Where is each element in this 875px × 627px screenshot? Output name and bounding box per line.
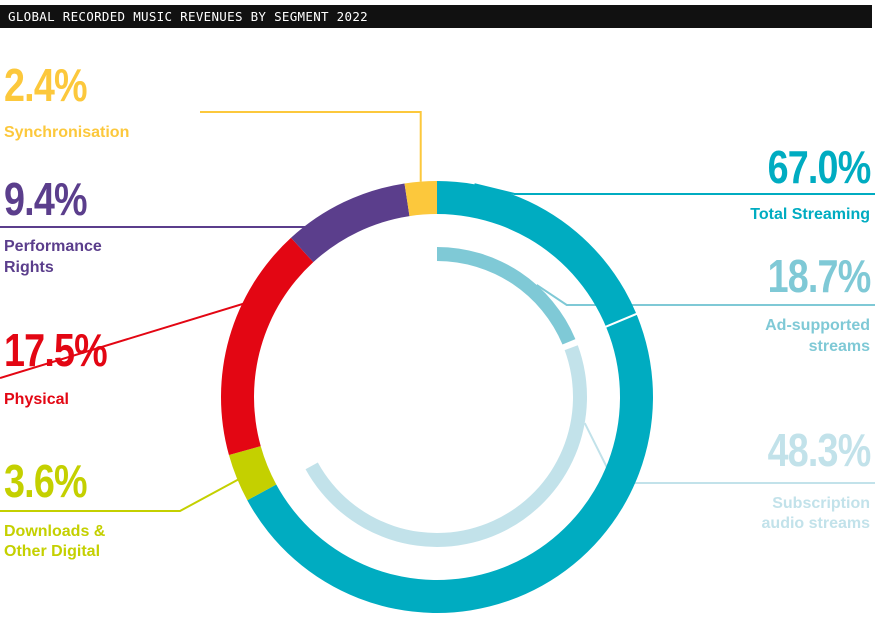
ad-supported-label-line2: streams — [808, 338, 870, 355]
sync-pct: 2.4% — [4, 59, 88, 111]
inner-ring — [305, 247, 588, 548]
leader-downloads — [0, 471, 253, 512]
ad-supported-pct: 18.7% — [767, 250, 871, 302]
leader-synchronisation — [200, 111, 422, 182]
streaming-divider — [604, 312, 638, 328]
segment-synchronisation — [404, 181, 437, 217]
streaming-label: Total Streaming — [750, 206, 870, 223]
inner-segment-ad-supported-streams — [437, 247, 576, 345]
physical-label: Physical — [4, 391, 69, 408]
segment-performance-rights — [291, 183, 410, 263]
physical-pct: 17.5% — [4, 324, 108, 376]
sync-label: Synchronisation — [4, 124, 130, 141]
inner-segment-subscription-audio-streams — [305, 345, 588, 548]
subscription-label-line2: audio streams — [761, 515, 870, 532]
leader-ad-supported — [536, 284, 875, 306]
downloads-label-line1: Downloads & — [4, 523, 106, 540]
performance-label-line1: Performance — [4, 238, 102, 255]
subscription-pct: 48.3% — [767, 424, 871, 476]
performance-pct: 9.4% — [4, 173, 88, 225]
downloads-label-line2: Other Digital — [4, 543, 101, 560]
downloads-pct: 3.6% — [4, 455, 88, 507]
streaming-pct: 67.0% — [767, 141, 871, 193]
performance-label-line2: Rights — [4, 259, 54, 276]
leader-lines — [0, 111, 875, 512]
segment-physical — [220, 237, 314, 456]
leader-physical — [0, 296, 265, 379]
segment-downloads-other-digital — [228, 446, 277, 501]
outer-ring — [220, 181, 653, 613]
subscription-label-line1: Subscription — [772, 495, 870, 512]
ad-supported-label-line1: Ad-supported — [765, 317, 870, 334]
chart-title: GLOBAL RECORDED MUSIC REVENUES BY SEGMEN… — [0, 5, 872, 28]
